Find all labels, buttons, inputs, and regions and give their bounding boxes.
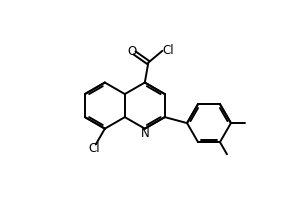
- Text: O: O: [128, 45, 137, 58]
- Text: Cl: Cl: [89, 142, 100, 155]
- Text: Cl: Cl: [163, 44, 174, 57]
- Text: N: N: [141, 127, 150, 140]
